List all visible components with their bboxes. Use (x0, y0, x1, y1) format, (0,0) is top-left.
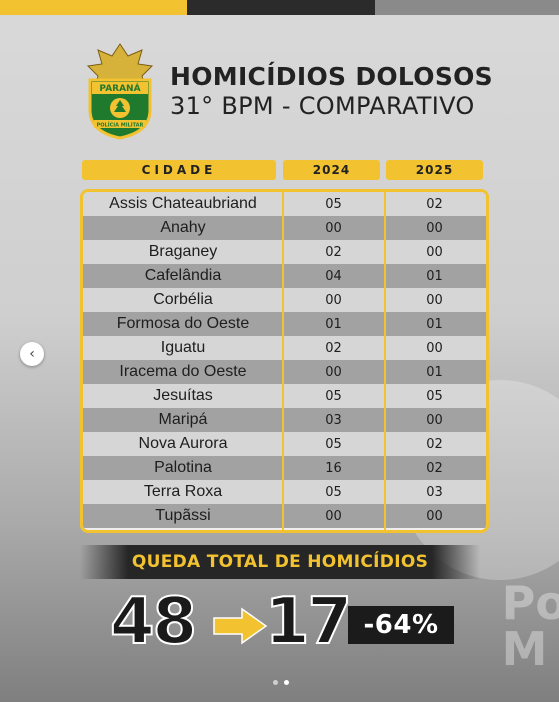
table-row: Palotina 16 02 (83, 456, 486, 480)
value-2024-cell: 00 (325, 508, 342, 524)
background-text: Po M (501, 576, 559, 676)
table-row: Braganey 02 00 (83, 240, 486, 264)
city-cell: Iracema do Oeste (119, 363, 247, 380)
table-row: Jesuítas 05 05 (83, 384, 486, 408)
value-2025-cell: 01 (426, 316, 443, 332)
value-2025-cell: 03 (426, 484, 443, 500)
carousel-indicator (273, 680, 289, 685)
city-cell: Jesuítas (153, 387, 213, 404)
table-row: Iguatu 02 00 (83, 336, 486, 360)
table-row: Nova Aurora 05 02 (83, 432, 486, 456)
city-cell: Palotina (154, 459, 212, 476)
value-2024-cell: 05 (325, 436, 342, 452)
table-row: Maripá 03 00 (83, 408, 486, 432)
carousel-dot-active[interactable] (284, 680, 289, 685)
value-2025-cell: 02 (426, 460, 443, 476)
city-cell: Maripá (158, 411, 208, 428)
value-2025-cell: 00 (426, 340, 443, 356)
carousel-dot[interactable] (273, 680, 278, 685)
value-2024-cell: 04 (325, 268, 342, 284)
value-2024-cell: 00 (325, 292, 342, 308)
city-cell: Anahy (160, 219, 206, 236)
value-2025-cell: 00 (426, 508, 443, 524)
chevron-left-icon: ‹ (29, 346, 35, 362)
emblem-top-label: PARANÁ (99, 82, 140, 94)
city-cell: Assis Chateaubriand (109, 195, 257, 212)
summary-banner: QUEDA TOTAL DE HOMICÍDIOS (80, 545, 480, 579)
previous-slide-button[interactable]: ‹ (20, 342, 44, 366)
city-cell: Braganey (148, 243, 218, 260)
value-2025-cell: 05 (426, 388, 443, 404)
page-title: HOMICÍDIOS DOLOSOS (170, 62, 493, 91)
total-2024: 48 (109, 585, 198, 659)
table-row: Cafelândia 04 01 (83, 264, 486, 288)
value-2024-cell: 02 (325, 244, 342, 260)
city-cell: Corbélia (153, 291, 213, 308)
city-cell: Formosa do Oeste (116, 315, 250, 332)
emblem-bottom-label: POLÍCIA MILITAR (97, 121, 144, 129)
city-cell: Terra Roxa (143, 483, 223, 500)
city-cell: Tupãssi (155, 507, 211, 524)
value-2024-cell: 00 (325, 220, 342, 236)
city-cell: Cafelândia (144, 267, 222, 284)
value-2024-cell: 01 (325, 316, 342, 332)
change-badge: -64% (348, 606, 454, 644)
value-2024-cell: 03 (325, 412, 342, 428)
value-2025-cell: 00 (426, 220, 443, 236)
value-2024-cell: 05 (325, 196, 342, 212)
table-row: Iracema do Oeste 00 01 (83, 360, 486, 384)
value-2025-cell: 00 (426, 412, 443, 428)
city-cell: Iguatu (160, 339, 206, 356)
value-2024-cell: 05 (325, 388, 342, 404)
table-row: Assis Chateaubriand 05 02 (83, 192, 486, 216)
value-2024-cell: 02 (325, 340, 342, 356)
table-row: Tupãssi 00 00 (83, 504, 486, 528)
column-divider (384, 192, 386, 530)
value-2025-cell: 00 (426, 244, 443, 260)
column-header-city: CIDADE (82, 160, 276, 180)
change-percent: -64% (363, 610, 439, 640)
value-2024-cell: 00 (325, 364, 342, 380)
comparison-table: Tupãssi 00 00 Terra Roxa 05 03 Palotina 16 02 Nov… (80, 189, 489, 533)
table-row: Terra Roxa 05 03 (83, 480, 486, 504)
police-emblem-icon: PARANÁ POLÍCIA MILITAR (86, 43, 154, 140)
page-subtitle: 31° BPM - COMPARATIVO (170, 92, 475, 120)
progress-stripe (0, 0, 559, 15)
column-header-2025: 2025 (386, 160, 483, 180)
table-row: Corbélia 00 00 (83, 288, 486, 312)
value-2025-cell: 00 (426, 292, 443, 308)
arrow-right-icon (213, 607, 268, 645)
table-row: Formosa do Oeste 01 01 (83, 312, 486, 336)
value-2024-cell: 16 (325, 460, 342, 476)
summary-banner-label: QUEDA TOTAL DE HOMICÍDIOS (131, 552, 429, 572)
value-2025-cell: 02 (426, 436, 443, 452)
table-row: Anahy 00 00 (83, 216, 486, 240)
value-2025-cell: 02 (426, 196, 443, 212)
city-cell: Nova Aurora (138, 435, 228, 452)
value-2024-cell: 05 (325, 484, 342, 500)
column-divider (282, 192, 284, 530)
column-header-2024: 2024 (283, 160, 380, 180)
value-2025-cell: 01 (426, 364, 443, 380)
total-2025: 17 (264, 585, 353, 659)
value-2025-cell: 01 (426, 268, 443, 284)
